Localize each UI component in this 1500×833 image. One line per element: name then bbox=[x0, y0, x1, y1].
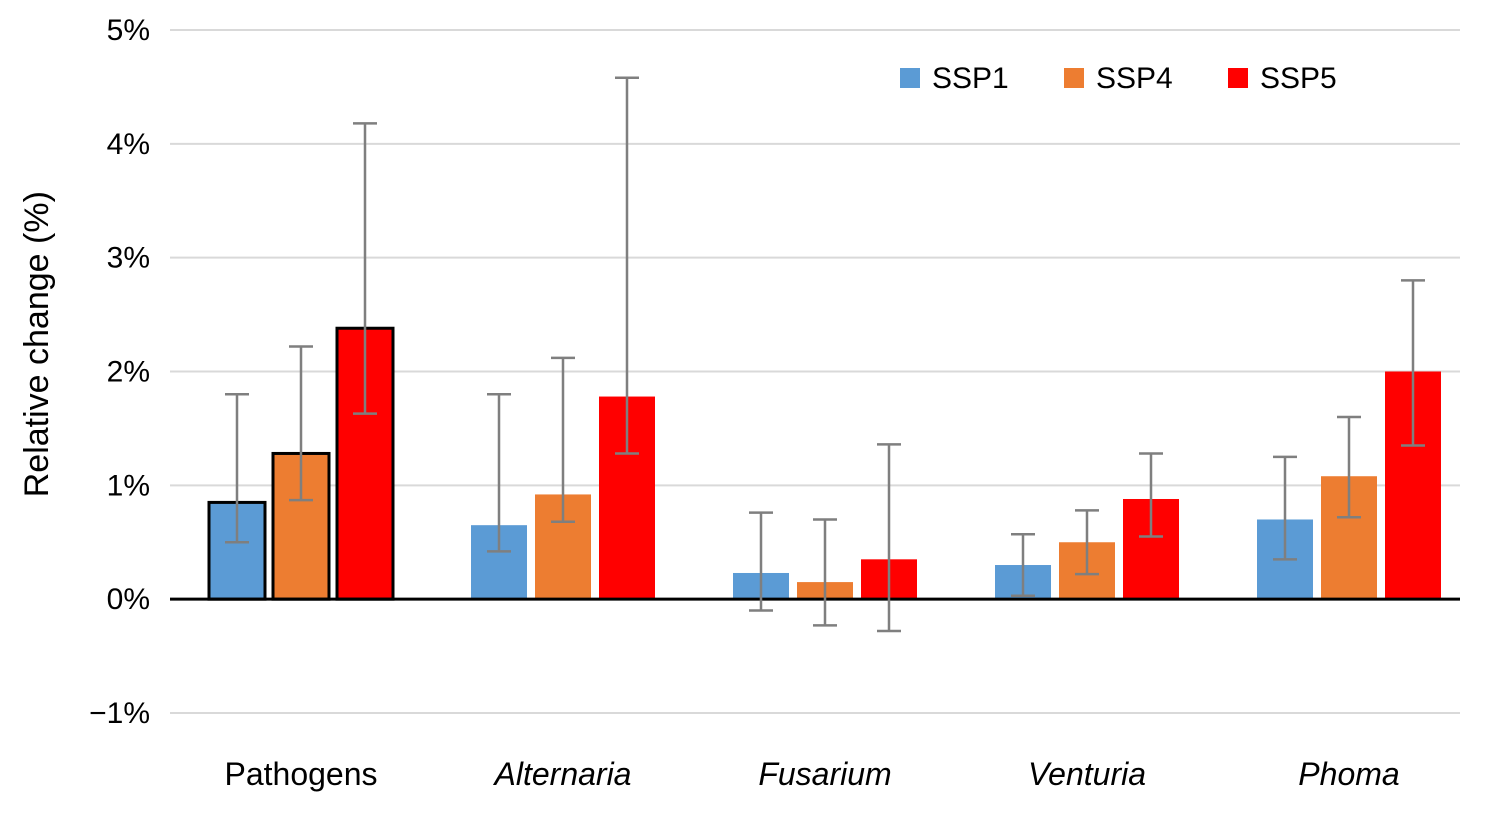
legend-label: SSP5 bbox=[1260, 62, 1337, 95]
y-tick-label: 5% bbox=[107, 14, 150, 47]
category-label: Alternaria bbox=[493, 756, 632, 792]
y-axis-title: Relative change (%) bbox=[18, 191, 56, 497]
category-label: Pathogens bbox=[224, 756, 377, 792]
category-label: Phoma bbox=[1298, 756, 1399, 792]
legend-swatch bbox=[900, 68, 920, 88]
y-tick-label: 4% bbox=[107, 128, 150, 161]
category-label: Venturia bbox=[1028, 756, 1146, 792]
y-tick-label: 2% bbox=[107, 356, 150, 389]
legend-swatch bbox=[1064, 68, 1084, 88]
category-label: Fusarium bbox=[758, 756, 891, 792]
legend-label: SSP4 bbox=[1096, 62, 1173, 95]
y-tick-label: 0% bbox=[107, 583, 150, 616]
chart-container: −1% 0% 1% 2% 3% 4% 5% Relative change (%) Pathog… bbox=[0, 0, 1500, 833]
legend-label: SSP1 bbox=[932, 62, 1009, 95]
y-tick-label: 1% bbox=[107, 469, 150, 502]
bar-chart: −1% 0% 1% 2% 3% 4% 5% Relative change (%) Pathog… bbox=[0, 0, 1500, 833]
legend-swatch bbox=[1228, 68, 1248, 88]
y-tick-label: 3% bbox=[107, 242, 150, 275]
y-tick-label: −1% bbox=[89, 697, 150, 730]
